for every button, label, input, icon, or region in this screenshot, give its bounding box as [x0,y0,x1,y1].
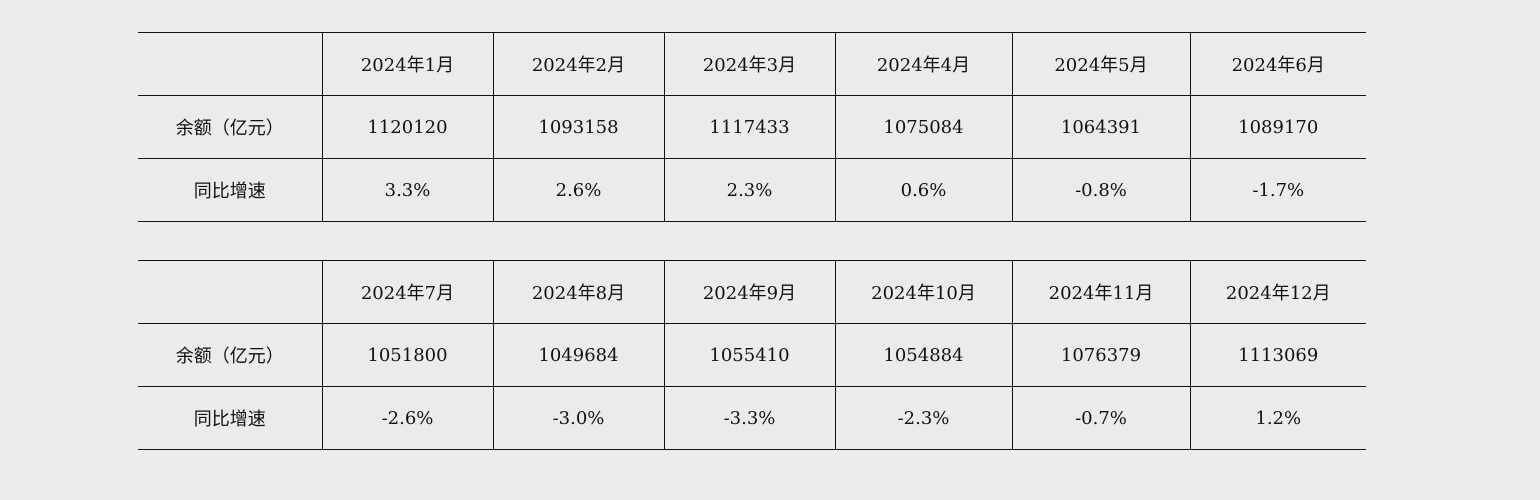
balance-cell: 1075084 [834,95,1012,159]
growth-cell: -2.3% [834,386,1012,450]
month-header: 2024年12月 [1189,260,1366,324]
row-label: 同比增速 [138,158,322,222]
balance-cell: 1076379 [1011,323,1190,387]
growth-row: 同比增速 -2.6% -3.0% -3.3% -2.3% -0.7% 1.2% [138,386,1366,450]
balance-cell: 1113069 [1189,323,1366,387]
month-header: 2024年7月 [321,260,493,324]
balance-cell: 1117433 [663,95,835,159]
balance-table-h2: 2024年7月 2024年8月 2024年9月 2024年10月 2024年11… [138,260,1366,450]
balance-cell: 1051800 [321,323,493,387]
balance-cell: 1055410 [663,323,835,387]
growth-cell: 1.2% [1189,386,1366,450]
month-header: 2024年4月 [834,32,1012,96]
row-label: 余额（亿元） [138,323,322,387]
growth-cell: -0.7% [1011,386,1190,450]
row-label: 余额（亿元） [138,95,322,159]
month-header: 2024年1月 [321,32,493,96]
month-header: 2024年9月 [663,260,835,324]
month-header: 2024年10月 [834,260,1012,324]
growth-cell: -1.7% [1189,158,1366,222]
growth-cell: 0.6% [834,158,1012,222]
header-row: 2024年1月 2024年2月 2024年3月 2024年4月 2024年5月 … [138,32,1366,96]
balance-row: 余额（亿元） 1051800 1049684 1055410 1054884 1… [138,323,1366,387]
balance-cell: 1089170 [1189,95,1366,159]
month-header: 2024年6月 [1189,32,1366,96]
month-header: 2024年8月 [492,260,664,324]
growth-cell: -3.0% [492,386,664,450]
month-header: 2024年3月 [663,32,835,96]
corner-cell [138,33,322,96]
month-header: 2024年5月 [1011,32,1190,96]
balance-cell: 1054884 [834,323,1012,387]
growth-row: 同比增速 3.3% 2.6% 2.3% 0.6% -0.8% -1.7% [138,158,1366,222]
growth-cell: -3.3% [663,386,835,450]
growth-cell: -2.6% [321,386,493,450]
growth-cell: 3.3% [321,158,493,222]
growth-cell: 2.6% [492,158,664,222]
header-row: 2024年7月 2024年8月 2024年9月 2024年10月 2024年11… [138,260,1366,324]
balance-cell: 1049684 [492,323,664,387]
growth-cell: 2.3% [663,158,835,222]
corner-cell [138,261,322,324]
row-label: 同比增速 [138,386,322,450]
balance-cell: 1120120 [321,95,493,159]
balance-cell: 1064391 [1011,95,1190,159]
balance-cell: 1093158 [492,95,664,159]
balance-row: 余额（亿元） 1120120 1093158 1117433 1075084 1… [138,95,1366,159]
balance-table-h1: 2024年1月 2024年2月 2024年3月 2024年4月 2024年5月 … [138,32,1366,222]
growth-cell: -0.8% [1011,158,1190,222]
month-header: 2024年2月 [492,32,664,96]
month-header: 2024年11月 [1011,260,1190,324]
